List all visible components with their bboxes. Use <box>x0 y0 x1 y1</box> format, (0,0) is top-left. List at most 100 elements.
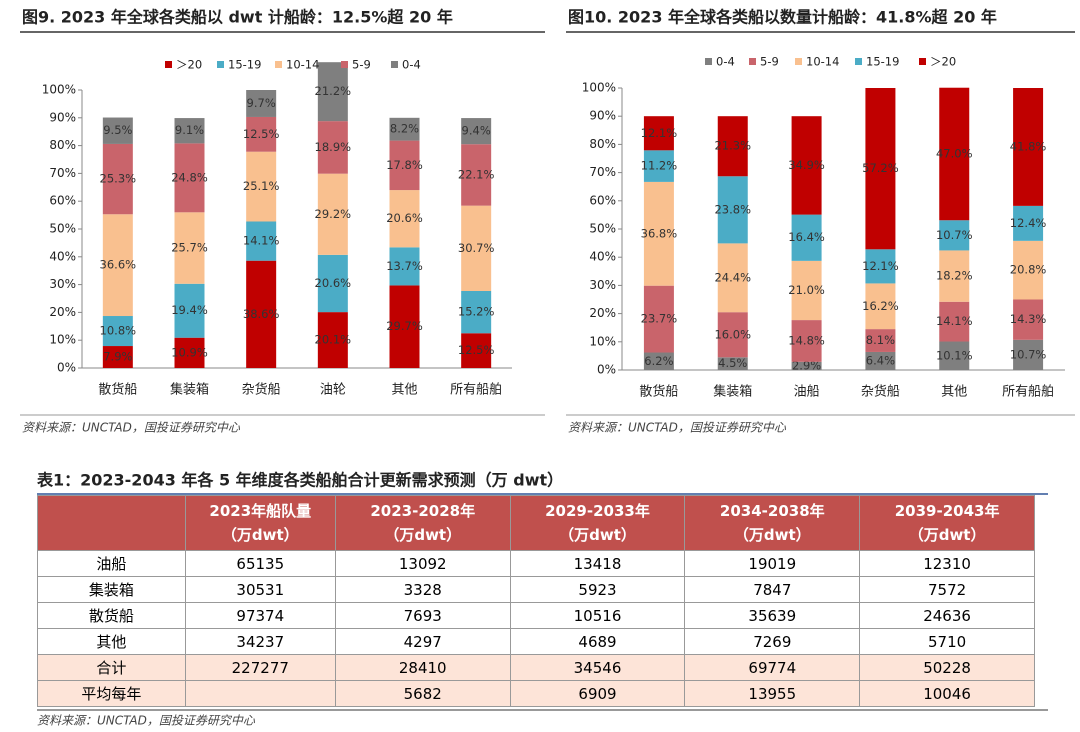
x-tick-label: 集装箱 <box>170 382 209 398</box>
data-label: 22.1% <box>458 167 495 181</box>
bar-segment <box>102 346 133 368</box>
header-text: 2023年船队量 <box>209 502 312 520</box>
data-label: 12.5% <box>458 343 495 357</box>
bar-segment <box>865 249 896 284</box>
bar-segment <box>174 118 205 144</box>
bar-segment <box>317 254 348 313</box>
data-label: 16.2% <box>862 299 899 313</box>
header-cell: 2029-2033年 （万dwt） <box>509 495 686 551</box>
data-label: 11.2% <box>641 159 678 173</box>
data-label: 12.4% <box>1010 216 1047 230</box>
data-label: 24.4% <box>714 270 751 284</box>
legend-label: 10-14 <box>806 55 839 69</box>
data-label: 21.2% <box>315 84 352 98</box>
legend-swatch <box>795 58 802 65</box>
data-label: 13.7% <box>386 259 423 273</box>
row: 其他 34237 4297 4689 7269 5710 <box>37 628 1035 655</box>
row-label: 散货船 <box>37 602 186 629</box>
source: 资料来源：UNCTAD，国投证券研究中心 <box>568 421 787 435</box>
y-tick-label: 10% <box>49 333 76 347</box>
data-label: 20.6% <box>386 211 423 225</box>
cell: 69774 <box>684 654 861 681</box>
data-label: 9.5% <box>103 123 132 137</box>
data-label: 18.2% <box>936 269 973 283</box>
header-text: 2029-2033年 <box>545 502 650 520</box>
y-tick-label: 10% <box>589 334 616 348</box>
header-text: 2034-2038年 <box>719 502 825 520</box>
row: 集装箱 30531 3328 5923 7847 7572 <box>37 576 1035 603</box>
bar-segment <box>461 205 492 291</box>
legend-swatch <box>165 61 172 68</box>
bar-segment <box>246 116 277 152</box>
table: 2023年船队量 （万dwt） 2023-2028年 （万dwt） 2029-2033年… <box>37 495 1035 707</box>
bar-segment <box>791 361 822 370</box>
data-label: 6.2% <box>644 354 673 368</box>
bar-segment <box>317 121 348 174</box>
data-label: 36.8% <box>641 226 678 240</box>
bar-segment <box>643 181 674 286</box>
bar-segment <box>717 312 748 358</box>
legend-label: ＞20 <box>930 55 956 69</box>
header-cell: 2039-2043年 （万dwt） <box>859 495 1035 551</box>
data-label: 14.3% <box>1010 312 1047 326</box>
y-tick-label: 50% <box>49 222 76 236</box>
cell <box>184 680 336 707</box>
legend-swatch <box>855 58 862 65</box>
data-label: 29.2% <box>315 207 352 221</box>
row: 合计 227277 28410 34546 69774 50228 <box>37 654 1035 681</box>
row-label: 其他 <box>37 628 186 655</box>
y-tick-label: 70% <box>49 166 76 180</box>
bar-segment <box>1013 88 1044 206</box>
bar-segment <box>643 150 674 182</box>
data-label: 19.4% <box>171 303 208 317</box>
header-cell: 2023-2028年 （万dwt） <box>334 495 511 551</box>
x-tick-label: 杂货船 <box>861 384 900 400</box>
x-tick-label: 散货船 <box>639 384 678 400</box>
data-label: 10.7% <box>1010 347 1047 361</box>
cell: 24636 <box>859 602 1035 629</box>
source: 资料来源：UNCTAD，国投证券研究中心 <box>37 714 256 728</box>
data-label: 10.7% <box>936 228 973 242</box>
data-label: 14.1% <box>243 234 280 248</box>
cell: 97374 <box>184 602 336 629</box>
data-label: 25.3% <box>100 172 137 186</box>
data-label: 9.1% <box>175 123 204 137</box>
y-tick-label: 60% <box>589 193 616 207</box>
cell: 5710 <box>859 628 1035 655</box>
data-label: 10.9% <box>171 345 208 359</box>
data-label: 25.7% <box>171 241 208 255</box>
bar-segment <box>317 62 348 122</box>
data-label: 15.2% <box>458 305 495 319</box>
bar-segment <box>1013 205 1044 241</box>
bar-segment <box>317 312 348 368</box>
row-label: 油船 <box>37 550 186 577</box>
cell: 12310 <box>859 550 1035 577</box>
bar-segment <box>1013 299 1044 340</box>
data-label: 21.0% <box>788 283 825 297</box>
bar-segment <box>102 143 133 215</box>
cell: 5923 <box>509 576 686 603</box>
bar-segment <box>1013 339 1044 370</box>
y-tick-label: 0% <box>597 363 616 377</box>
y-tick-label: 80% <box>589 137 616 151</box>
data-label: 20.6% <box>315 276 352 290</box>
bar-segment <box>102 117 133 144</box>
data-label: 2.9% <box>792 358 821 372</box>
bar-segment <box>246 260 277 368</box>
chart-title: 图9. 2023 年全球各类船以 dwt 计船龄：12.5%超 20 年 <box>22 8 453 27</box>
chart-title: 图10. 2023 年全球各类船以数量计船龄：41.8%超 20 年 <box>568 8 997 27</box>
cell: 10046 <box>859 680 1035 707</box>
y-tick-label: 20% <box>49 305 76 319</box>
data-label: 6.4% <box>866 353 895 367</box>
data-label: 38.6% <box>243 307 280 321</box>
data-label: 9.7% <box>247 96 276 110</box>
legend-label: ＞20 <box>176 58 202 72</box>
bar-segment <box>791 320 822 362</box>
y-tick-label: 50% <box>589 222 616 236</box>
data-label: 20.8% <box>1010 263 1047 277</box>
cell: 3328 <box>334 576 511 603</box>
data-label: 14.8% <box>788 333 825 347</box>
cell: 227277 <box>184 654 336 681</box>
